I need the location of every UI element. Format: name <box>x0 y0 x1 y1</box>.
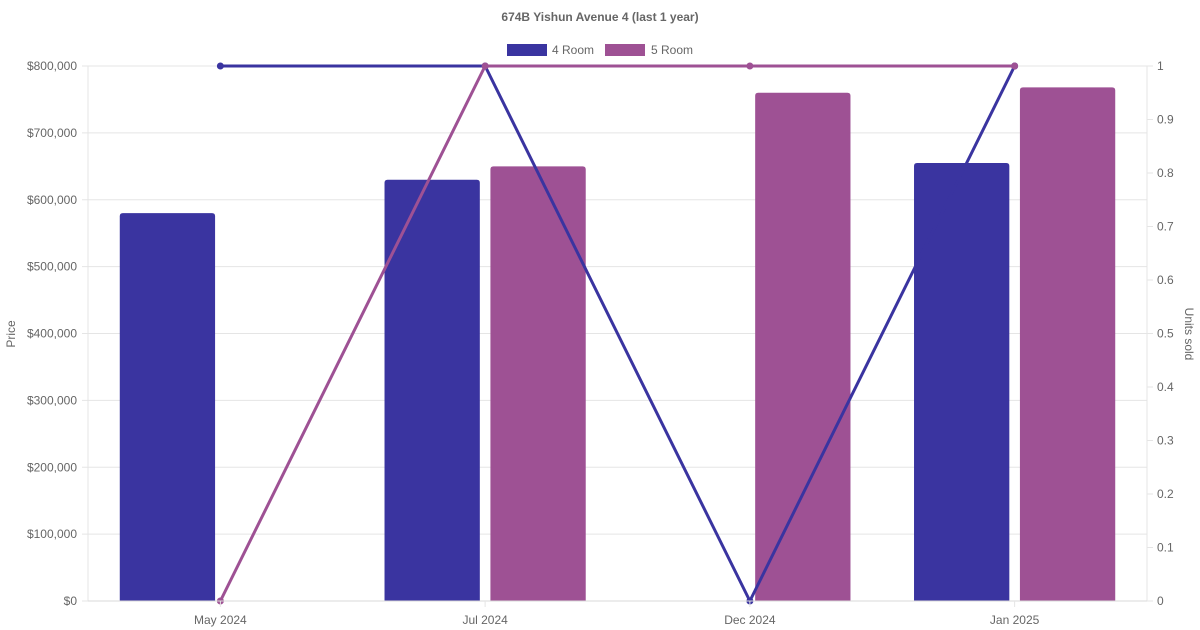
y2-tick-label: 0.7 <box>1157 220 1174 234</box>
y-tick-label: $600,000 <box>27 193 77 207</box>
chart-title: 674B Yishun Avenue 4 (last 1 year) <box>501 10 698 24</box>
y2-tick-label: 1 <box>1157 59 1164 73</box>
point-5-room-jul-2024[interactable] <box>481 62 489 70</box>
bar-4-room-jan-2025[interactable] <box>914 162 1010 601</box>
y-tick-label: $100,000 <box>27 527 77 541</box>
bar-5-room-jul-2024[interactable] <box>490 166 586 601</box>
y-tick-label: $200,000 <box>27 460 77 474</box>
legend: 4 Room 5 Room <box>507 43 693 57</box>
line-4-room <box>220 64 1016 603</box>
y2-tick-label: 0.8 <box>1157 166 1174 180</box>
x-tick-label-may-2024: May 2024 <box>194 613 247 627</box>
y-tick-label: $700,000 <box>27 126 77 140</box>
x-tick-label-jul-2024: Jul 2024 <box>462 613 508 627</box>
bar-5-room-dec-2024[interactable] <box>755 92 851 601</box>
y2-tick-label: 0.4 <box>1157 380 1174 394</box>
axes: $0 $100,000 $200,000 $300,000 $400,000 $500,0… <box>27 59 1174 627</box>
legend-item-4-room[interactable]: 4 Room <box>507 43 594 57</box>
line-5-room <box>219 64 1015 602</box>
y-tick-label: $400,000 <box>27 327 77 341</box>
legend-swatch-5-room <box>605 44 645 56</box>
x-tick-label-jan-2025: Jan 2025 <box>990 613 1040 627</box>
point-5-room-dec-2024[interactable] <box>746 62 754 70</box>
lines <box>216 62 1019 605</box>
point-4-room-may-2024[interactable] <box>216 62 224 70</box>
legend-label-4-room: 4 Room <box>552 43 594 57</box>
y2-tick-label: 0.5 <box>1157 327 1174 341</box>
y2-tick-label: 0.3 <box>1157 434 1174 448</box>
y2-tick-label: 0.6 <box>1157 273 1174 287</box>
y2-tick-label: 0.2 <box>1157 487 1174 501</box>
point-5-room-jan-2025[interactable] <box>1011 62 1019 70</box>
legend-label-5-room: 5 Room <box>651 43 693 57</box>
y-tick-label: $300,000 <box>27 393 77 407</box>
legend-swatch-4-room <box>507 44 547 56</box>
y2-tick-label: 0.1 <box>1157 541 1174 555</box>
y-tick-label: $500,000 <box>27 260 77 274</box>
y2-axis-title: Units sold <box>1182 308 1196 361</box>
bar-5-room-jan-2025[interactable] <box>1019 87 1116 601</box>
bar-4-room-jul-2024[interactable] <box>384 179 480 601</box>
bar-4-room-may-2024[interactable] <box>119 213 216 601</box>
y-axis-title: Price <box>4 320 18 348</box>
y2-tick-label: 0 <box>1157 594 1164 608</box>
y-tick-label: $800,000 <box>27 59 77 73</box>
bars <box>119 87 1116 601</box>
y2-tick-label: 0.9 <box>1157 113 1174 127</box>
y-tick-label: $0 <box>64 594 78 608</box>
legend-item-5-room[interactable]: 5 Room <box>605 43 693 57</box>
x-tick-label-dec-2024: Dec 2024 <box>724 613 776 627</box>
